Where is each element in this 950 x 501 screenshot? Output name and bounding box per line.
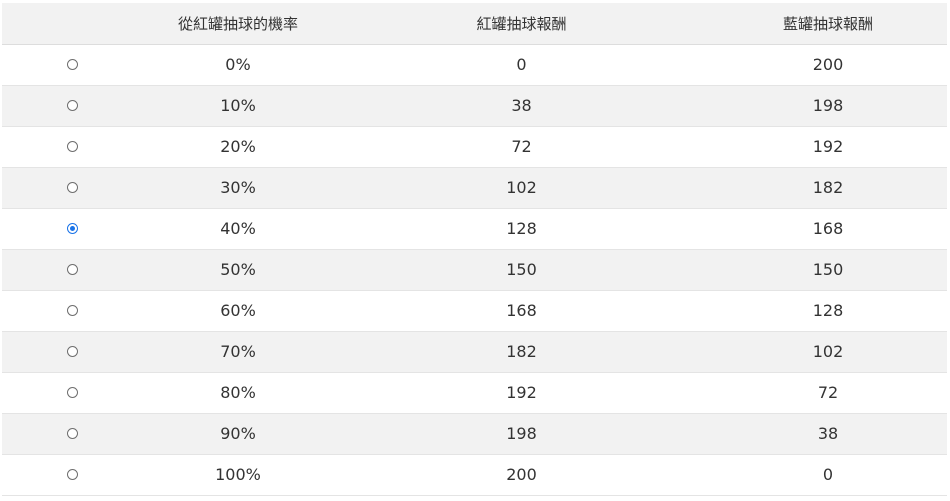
blue-reward-cell: 192: [709, 126, 947, 168]
reward-table-container: 從紅罐抽球的機率 紅罐抽球報酬 藍罐抽球報酬 0% 0 200 10% 38 198 20%…: [2, 3, 947, 496]
radio-cell: [2, 44, 142, 86]
blue-reward-cell: 198: [709, 85, 947, 127]
probability-cell: 50%: [142, 249, 334, 291]
probability-cell: 100%: [142, 454, 334, 496]
reward-table: 從紅罐抽球的機率 紅罐抽球報酬 藍罐抽球報酬 0% 0 200 10% 38 198 20%…: [2, 3, 947, 496]
blue-reward-cell: 38: [709, 413, 947, 455]
blue-reward-cell: 200: [709, 44, 947, 86]
blue-reward-cell: 182: [709, 167, 947, 209]
radio-cell: [2, 413, 142, 455]
probability-cell: 70%: [142, 331, 334, 373]
probability-cell: 0%: [142, 44, 334, 86]
probability-cell: 20%: [142, 126, 334, 168]
choice-radio-button[interactable]: [66, 182, 78, 193]
header-blue-reward: 藍罐抽球報酬: [709, 3, 947, 45]
table-row[interactable]: 10% 38 198: [2, 85, 947, 127]
table-row[interactable]: 0% 0 200: [2, 44, 947, 86]
red-reward-cell: 192: [334, 372, 709, 414]
table-row[interactable]: 70% 182 102: [2, 331, 947, 373]
table-row[interactable]: 40% 128 168: [2, 208, 947, 250]
red-reward-cell: 102: [334, 167, 709, 209]
choice-radio-button[interactable]: [66, 305, 78, 316]
choice-radio-button[interactable]: [66, 469, 78, 480]
blue-reward-cell: 150: [709, 249, 947, 291]
table-body: 0% 0 200 10% 38 198 20% 72 192 30% 102 182 40% 128 168…: [2, 44, 947, 496]
radio-cell: [2, 249, 142, 291]
table-row[interactable]: 50% 150 150: [2, 249, 947, 291]
header-radio: [2, 3, 142, 45]
choice-radio-button[interactable]: [66, 100, 78, 111]
probability-cell: 30%: [142, 167, 334, 209]
red-reward-cell: 150: [334, 249, 709, 291]
header-red-reward: 紅罐抽球報酬: [334, 3, 709, 45]
probability-cell: 80%: [142, 372, 334, 414]
radio-cell: [2, 454, 142, 496]
radio-cell: [2, 167, 142, 209]
choice-radio-button[interactable]: [66, 346, 78, 357]
radio-cell: [2, 372, 142, 414]
red-reward-cell: 0: [334, 44, 709, 86]
red-reward-cell: 168: [334, 290, 709, 332]
choice-radio-button[interactable]: [66, 264, 78, 275]
choice-radio-button[interactable]: [66, 223, 78, 234]
table-row[interactable]: 30% 102 182: [2, 167, 947, 209]
choice-radio-button[interactable]: [66, 141, 78, 152]
blue-reward-cell: 168: [709, 208, 947, 250]
radio-cell: [2, 331, 142, 373]
probability-cell: 60%: [142, 290, 334, 332]
blue-reward-cell: 102: [709, 331, 947, 373]
blue-reward-cell: 72: [709, 372, 947, 414]
radio-cell: [2, 126, 142, 168]
blue-reward-cell: 128: [709, 290, 947, 332]
radio-cell: [2, 85, 142, 127]
probability-cell: 40%: [142, 208, 334, 250]
red-reward-cell: 38: [334, 85, 709, 127]
red-reward-cell: 128: [334, 208, 709, 250]
choice-radio-button[interactable]: [66, 387, 78, 398]
blue-reward-cell: 0: [709, 454, 947, 496]
choice-radio-button[interactable]: [66, 59, 78, 70]
table-row[interactable]: 80% 192 72: [2, 372, 947, 414]
radio-cell: [2, 208, 142, 250]
table-row[interactable]: 20% 72 192: [2, 126, 947, 168]
red-reward-cell: 182: [334, 331, 709, 373]
probability-cell: 90%: [142, 413, 334, 455]
red-reward-cell: 198: [334, 413, 709, 455]
choice-radio-button[interactable]: [66, 428, 78, 439]
table-row[interactable]: 100% 200 0: [2, 454, 947, 496]
table-row[interactable]: 60% 168 128: [2, 290, 947, 332]
table-header: 從紅罐抽球的機率 紅罐抽球報酬 藍罐抽球報酬: [2, 3, 947, 45]
probability-cell: 10%: [142, 85, 334, 127]
header-row: 從紅罐抽球的機率 紅罐抽球報酬 藍罐抽球報酬: [2, 3, 947, 45]
radio-cell: [2, 290, 142, 332]
header-probability: 從紅罐抽球的機率: [142, 3, 334, 45]
table-row[interactable]: 90% 198 38: [2, 413, 947, 455]
red-reward-cell: 72: [334, 126, 709, 168]
red-reward-cell: 200: [334, 454, 709, 496]
